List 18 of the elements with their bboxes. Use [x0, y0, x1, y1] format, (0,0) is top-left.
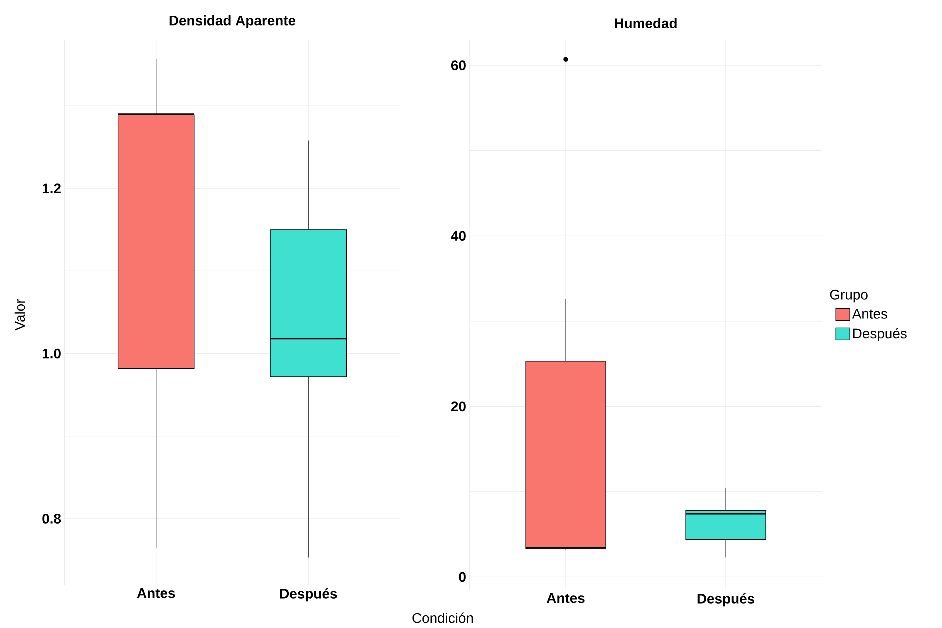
y-tick-label: 20: [451, 402, 466, 412]
x-axis-title: Condición: [412, 612, 474, 624]
y-tick-label: 60: [451, 60, 466, 71]
legend-label: Después: [853, 328, 907, 342]
legend-label: Antes: [852, 309, 888, 319]
legend-title: Grupo: [830, 290, 868, 303]
x-tick-label: Antes: [137, 588, 176, 598]
y-tick-label: 1.0: [42, 348, 61, 359]
y-tick-label: 40: [451, 231, 466, 242]
chart-title: Humedad: [615, 18, 677, 28]
y-tick-label: 0: [459, 572, 466, 582]
y-tick-label: 1.2: [42, 184, 61, 194]
x-tick-label: Antes: [546, 594, 585, 604]
chart-title: Densidad Aparente: [170, 16, 296, 28]
y-tick-label: 0.8: [42, 514, 62, 524]
x-tick-label: Después: [280, 588, 338, 602]
x-tick-label: Después: [698, 594, 755, 607]
y-axis-title: Valor: [14, 299, 26, 331]
